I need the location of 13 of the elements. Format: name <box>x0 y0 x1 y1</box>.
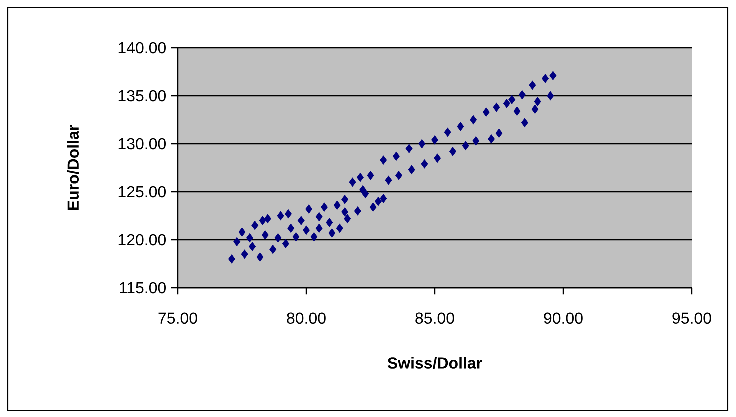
x-tick-label: 85.00 <box>416 312 454 324</box>
x-tick-label: 75.00 <box>158 312 198 324</box>
y-tick-label: 135.00 <box>118 90 166 102</box>
x-tick-label: 90.00 <box>544 312 583 324</box>
y-tick-label: 140.00 <box>118 42 166 54</box>
y-tick-label: 115.00 <box>120 282 166 294</box>
y-tick-label: 120.00 <box>118 234 166 246</box>
x-axis-title: Swiss/Dollar <box>388 357 482 370</box>
x-tick-label: 95.00 <box>672 312 712 324</box>
x-tick-label: 80.00 <box>287 312 326 324</box>
y-tick-label: 125.00 <box>118 186 166 198</box>
y-tick-label: 130.00 <box>118 138 166 150</box>
y-axis-title: Euro/Dollar <box>67 125 80 210</box>
